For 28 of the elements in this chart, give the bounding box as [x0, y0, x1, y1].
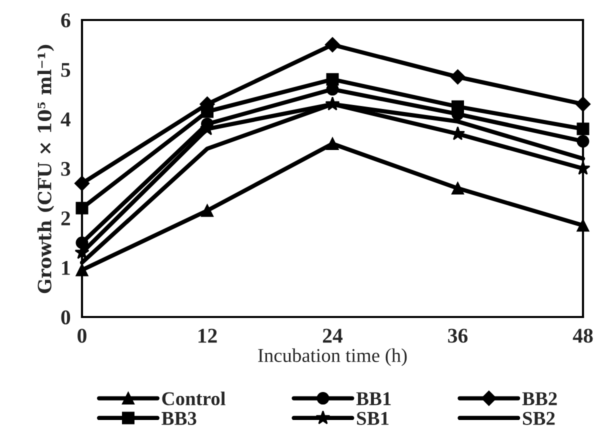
point [450, 69, 466, 84]
y-tick-label: 3 [61, 162, 70, 176]
x-tick-label: 24 [322, 328, 343, 343]
y-tick-label: 5 [61, 63, 70, 77]
legend-label: BB3 [162, 412, 196, 425]
point [326, 73, 339, 86]
x-axis-title: Incubation time (h) [258, 348, 407, 366]
point [326, 138, 339, 150]
point [201, 204, 214, 217]
y-tick-label: 0 [61, 310, 70, 324]
legend-label: SB1 [357, 412, 389, 425]
point [452, 100, 464, 113]
x-tick-label: 48 [572, 328, 593, 343]
y-tick-label: 6 [61, 13, 70, 28]
legend-label: Control [162, 392, 226, 406]
x-tick-label: 0 [78, 328, 86, 343]
point [324, 37, 340, 52]
y-tick-label: 4 [60, 112, 70, 126]
y-axis-title: Growth (CFU × 10⁵ ml⁻¹) [37, 44, 54, 294]
legend-label: SB2 [523, 412, 555, 425]
legend-label: BB2 [522, 392, 557, 406]
point [201, 105, 214, 118]
y-tick-label: 2 [61, 211, 70, 226]
point [452, 182, 464, 195]
legend-label: BB1 [356, 392, 391, 406]
x-tick-label: 36 [448, 328, 468, 343]
x-tick-label: 12 [198, 328, 217, 343]
y-tick-label: 1 [62, 260, 70, 275]
